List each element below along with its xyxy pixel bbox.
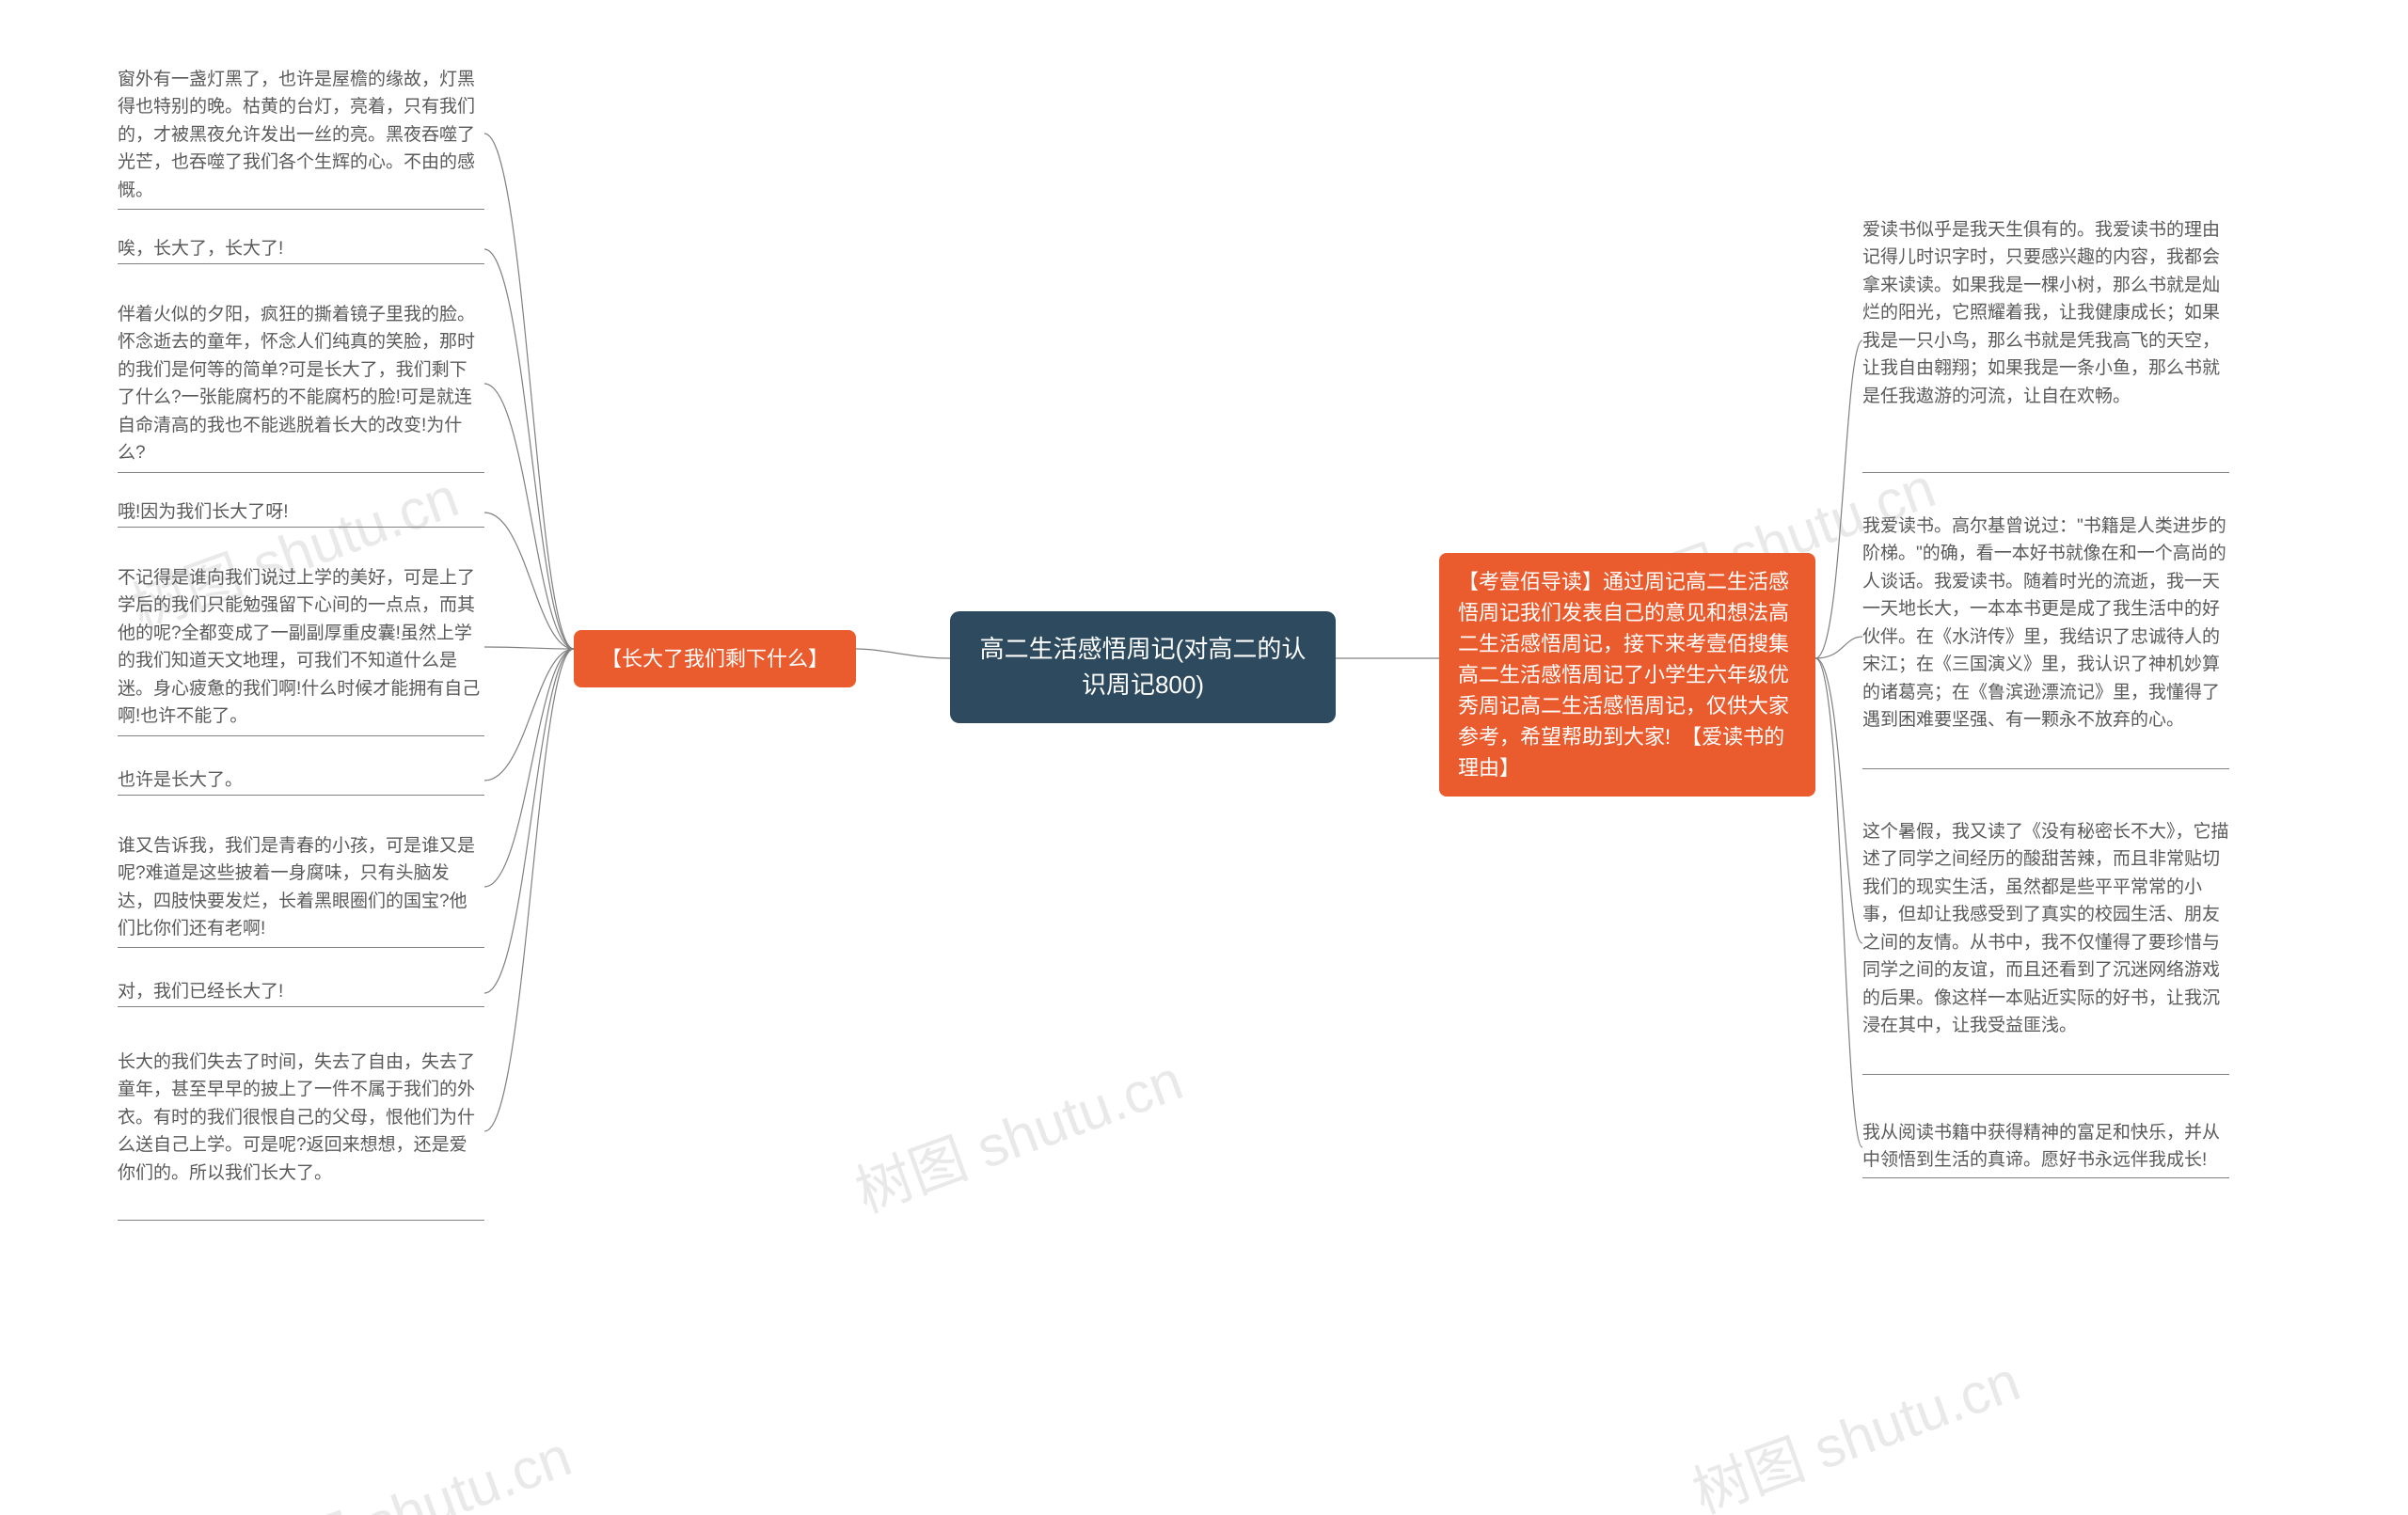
leaf-underline [1862, 472, 2229, 473]
right-branch[interactable]: 【考壹佰导读】通过周记高二生活感悟周记我们发表自己的意见和想法高二生活感悟周记，… [1439, 553, 1815, 797]
watermark-1: 树图 shutu.cn [231, 1411, 580, 1515]
left-leaf-8: 长大的我们失去了时间，失去了自由，失去了童年，甚至早早的披上了一件不属于我们的外… [118, 1049, 484, 1187]
right-leaf-2: 这个暑假，我又读了《没有秘密长不大》，它描述了同学之间经历的酸甜苦辣，而且非常贴… [1862, 818, 2229, 1040]
leaf-underline [1862, 1074, 2229, 1075]
leaf-underline [118, 947, 484, 948]
leaf-underline [118, 527, 484, 528]
leaf-underline [118, 1220, 484, 1221]
leaf-underline [1862, 768, 2229, 769]
left-leaf-0: 窗外有一盏灯黑了，也许是屋檐的缘故，灯黑得也特别的晚。枯黄的台灯，亮着，只有我们… [118, 66, 484, 204]
leaf-underline [118, 795, 484, 796]
left-leaf-4: 不记得是谁向我们说过上学的美好，可是上了学后的我们只能勉强留下心间的一点点，而其… [118, 564, 484, 731]
leaf-underline [118, 1006, 484, 1007]
left-leaf-6: 谁又告诉我，我们是青春的小孩，可是谁又是呢?难道是这些披着一身腐味，只有头脑发达… [118, 832, 484, 943]
left-leaf-2: 伴着火似的夕阳，疯狂的撕着镜子里我的脸。怀念逝去的童年，怀念人们纯真的笑脸，那时… [118, 301, 484, 467]
leaf-underline [118, 209, 484, 210]
watermark-2: 树图 shutu.cn [843, 1034, 1192, 1228]
right-leaf-3: 我从阅读书籍中获得精神的富足和快乐，并从中领悟到生活的真谛。愿好书永远伴我成长! [1862, 1119, 2229, 1175]
right-leaf-1: 我爱读书。高尔基曾说过："书籍是人类进步的阶梯。"的确，看一本好书就像在和一个高… [1862, 513, 2229, 734]
left-leaf-5: 也许是长大了。 [118, 766, 484, 794]
leaf-underline [118, 263, 484, 264]
left-branch[interactable]: 【长大了我们剩下什么】 [574, 630, 856, 687]
leaf-underline [118, 472, 484, 473]
leaf-underline [118, 735, 484, 736]
right-leaf-0: 爱读书似乎是我天生俱有的。我爱读书的理由记得儿时识字时，只要感兴趣的内容，我都会… [1862, 216, 2229, 410]
left-leaf-1: 唉，长大了，长大了! [118, 235, 484, 262]
left-leaf-7: 对，我们已经长大了! [118, 978, 484, 1005]
watermark-4: 树图 shutu.cn [1680, 1335, 2029, 1515]
left-leaf-3: 哦!因为我们长大了呀! [118, 498, 484, 526]
root-node[interactable]: 高二生活感悟周记(对高二的认识周记800) [950, 611, 1336, 723]
leaf-underline [1862, 1177, 2229, 1178]
